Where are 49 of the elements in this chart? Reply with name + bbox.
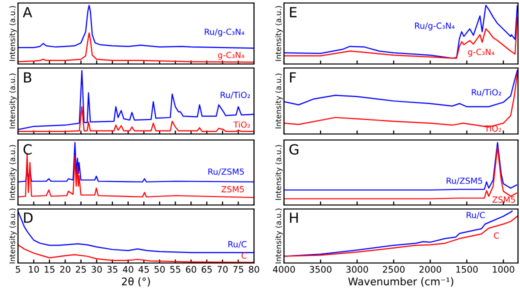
series-label: Ru/C	[228, 241, 246, 248]
x-tick-label: 45	[138, 266, 149, 273]
series-label: C	[494, 232, 499, 239]
x-axis-title: Wavenumber (cm⁻¹)	[348, 277, 454, 287]
x-tick-label: 20	[60, 266, 70, 273]
series-label: Ru/C	[466, 212, 485, 219]
series-label: Ru/ZSM5	[208, 168, 244, 176]
x-tick-label: 30	[92, 266, 102, 273]
series-label: TiO₂	[233, 121, 250, 128]
series-label: g-C₃N₄	[468, 48, 494, 57]
series-label: ZSM5	[221, 186, 244, 192]
series-label: Ru/TiO₂	[220, 92, 250, 99]
x-tick-label: 65	[202, 266, 212, 273]
x-tick-label: 1000	[492, 266, 514, 273]
series-label: ZSM5	[492, 196, 515, 203]
chart-title: F	[290, 72, 296, 83]
chart-title: E	[290, 7, 297, 18]
x-tick-label: 4000	[272, 266, 295, 273]
series-label: Ru/ZSM5	[446, 178, 482, 185]
x-tick-label: 35	[107, 266, 118, 273]
chart-title: A	[22, 7, 32, 18]
x-tick-label: 2500	[382, 266, 405, 273]
x-tick-label: 3500	[310, 266, 332, 273]
x-tick-label: 40	[122, 266, 134, 273]
series-label: Ru/g-C₃N₄	[415, 22, 455, 30]
chart-title: B	[24, 72, 32, 83]
x-tick-label: 10	[28, 266, 39, 273]
x-tick-label: 2000	[419, 266, 442, 273]
x-tick-label: 1500	[456, 266, 478, 273]
series-label: Ru/TiO₂	[472, 88, 502, 96]
x-tick-label: 25	[76, 266, 86, 273]
x-tick-label: 50	[154, 266, 165, 273]
x-axis-title: 2θ (°)	[122, 277, 150, 287]
series-label: C	[242, 252, 246, 259]
chart-title: D	[24, 212, 33, 223]
chart-title: C	[24, 144, 32, 155]
series-label: g-C₃N₄	[218, 52, 244, 60]
x-tick-label: 5	[16, 266, 20, 273]
x-tick-label: 80	[248, 266, 260, 273]
x-tick-label: 15	[44, 266, 54, 273]
chart-title: G	[289, 144, 298, 155]
x-tick-label: 3000	[346, 266, 368, 273]
x-tick-label: 60	[186, 266, 196, 273]
series-label: TiO₂	[484, 125, 502, 132]
x-tick-label: 55	[170, 266, 180, 273]
x-tick-label: 75	[233, 266, 244, 273]
x-tick-label: 70	[218, 266, 228, 273]
series-label: Ru/g-C₃N₄	[204, 28, 244, 37]
chart-title: H	[290, 212, 298, 223]
